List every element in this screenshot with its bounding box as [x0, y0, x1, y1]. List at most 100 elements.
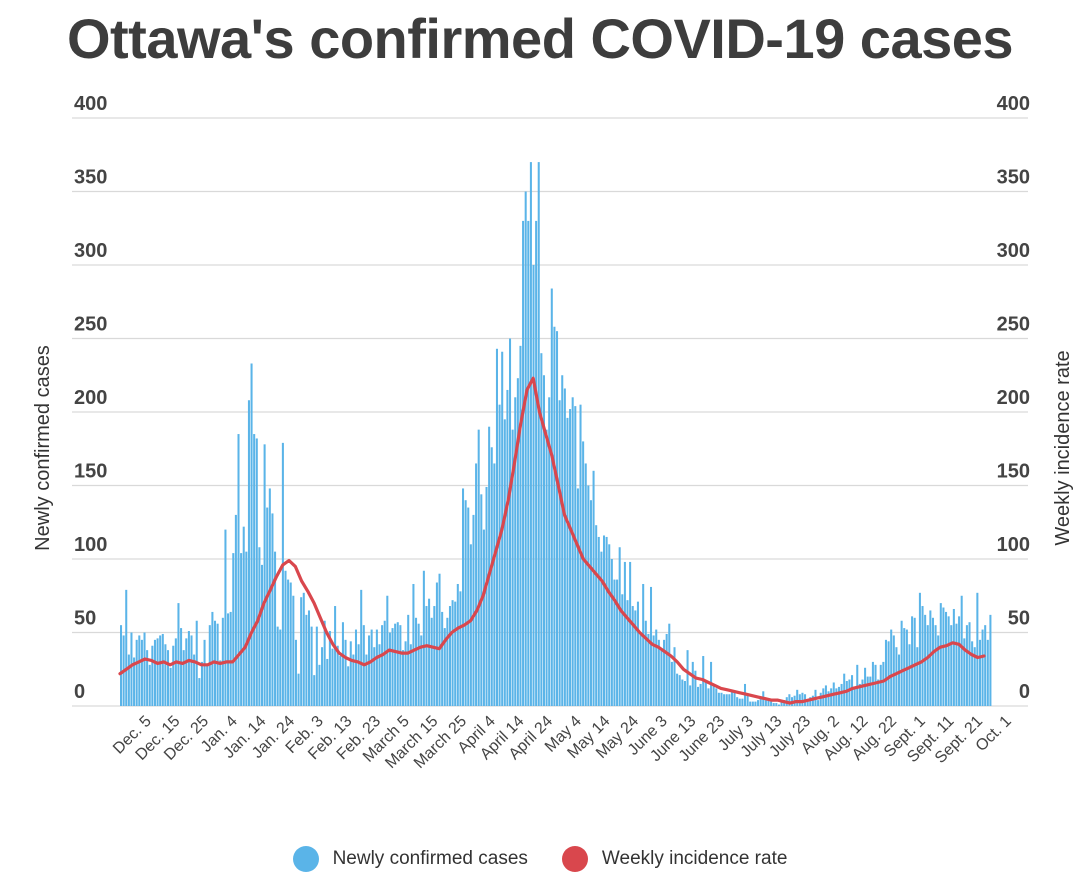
legend-label-incidence: Weekly incidence rate: [601, 848, 788, 869]
line-series: [118, 376, 986, 705]
bar: [268, 488, 271, 706]
bar: [602, 535, 606, 706]
bar: [279, 629, 282, 706]
bar: [676, 673, 679, 706]
bar: [971, 641, 974, 706]
bar: [597, 536, 600, 706]
bar: [746, 694, 749, 706]
bar: [952, 608, 955, 706]
bar: [490, 447, 493, 706]
legend-item-cases: Newly confirmed cases: [292, 846, 528, 872]
bar: [892, 635, 895, 706]
bar: [454, 601, 457, 706]
bar: [670, 661, 673, 706]
bar: [926, 625, 929, 706]
bar: [164, 644, 167, 706]
bar: [247, 400, 250, 706]
bar: [276, 626, 279, 706]
y-axis-label-right: Weekly incidence rate: [1052, 350, 1074, 545]
bar: [728, 694, 731, 706]
bar: [313, 675, 316, 706]
bar: [368, 635, 371, 706]
bar: [884, 639, 887, 706]
bar: [764, 700, 767, 706]
bar: [180, 628, 183, 706]
bar: [292, 595, 295, 706]
y-tick-label-right: 250: [997, 314, 1030, 336]
bar: [307, 610, 311, 706]
incidence-line: [118, 376, 986, 705]
bar: [623, 561, 626, 706]
bar: [934, 625, 937, 706]
bar: [730, 691, 733, 706]
bar: [835, 688, 838, 706]
bar: [522, 220, 525, 706]
bar: [605, 536, 608, 706]
bar: [297, 673, 300, 706]
bar: [352, 654, 355, 706]
bar: [242, 526, 245, 706]
bar: [323, 620, 326, 706]
bar: [294, 639, 297, 706]
bar: [344, 639, 347, 706]
bar: [908, 644, 911, 706]
bar: [456, 583, 459, 706]
bar: [255, 438, 258, 706]
bar: [281, 442, 284, 706]
bar: [545, 429, 548, 706]
bar: [331, 648, 334, 706]
bar: [707, 688, 710, 706]
bar: [407, 614, 410, 706]
bar: [193, 654, 196, 706]
y-tick-label-left: 200: [74, 387, 107, 409]
bar: [240, 553, 243, 706]
bar: [683, 681, 686, 706]
bar: [811, 695, 814, 706]
bar: [315, 626, 318, 706]
bar: [542, 375, 545, 706]
bar: [448, 606, 451, 706]
bar: [770, 701, 773, 706]
bar: [169, 667, 172, 706]
bar: [837, 686, 840, 706]
bar: [373, 647, 376, 706]
y-tick-label-left: 100: [74, 534, 107, 556]
bar: [519, 345, 522, 706]
y-tick-label-right: 150: [997, 461, 1030, 483]
bar: [151, 645, 154, 706]
y-axis-left: 0 50 100 150 200 250 300 350 400: [74, 93, 107, 703]
bar: [370, 629, 373, 706]
y-tick-label-left: 0: [74, 681, 85, 703]
y-tick-label-right: 100: [997, 534, 1030, 556]
bar: [177, 603, 180, 706]
bar: [806, 700, 809, 706]
y-tick-label-left: 300: [74, 240, 107, 262]
bar: [527, 220, 530, 706]
bar: [608, 544, 611, 706]
bar: [945, 611, 948, 706]
bar: [749, 701, 752, 706]
bar: [587, 485, 590, 706]
bar: [668, 623, 671, 706]
bar: [503, 419, 506, 706]
bar: [347, 666, 350, 706]
bar: [976, 592, 979, 706]
bar: [649, 586, 653, 706]
bar: [310, 626, 313, 706]
bar: [428, 598, 431, 706]
bar: [712, 683, 715, 706]
bar: [866, 676, 869, 706]
bar: [451, 600, 454, 706]
y-tick-label-right: 300: [997, 240, 1030, 262]
bar: [435, 582, 438, 706]
bar: [401, 650, 404, 706]
bar: [913, 617, 916, 706]
legend-swatch-incidence: [561, 846, 588, 872]
bar: [929, 610, 932, 706]
chart-title: Ottawa's confirmed COVID-19 cases: [66, 7, 1014, 70]
y-axis-label-left: Newly confirmed cases: [32, 345, 54, 551]
bar: [182, 650, 185, 706]
bar: [819, 692, 822, 706]
bar: [127, 654, 130, 706]
